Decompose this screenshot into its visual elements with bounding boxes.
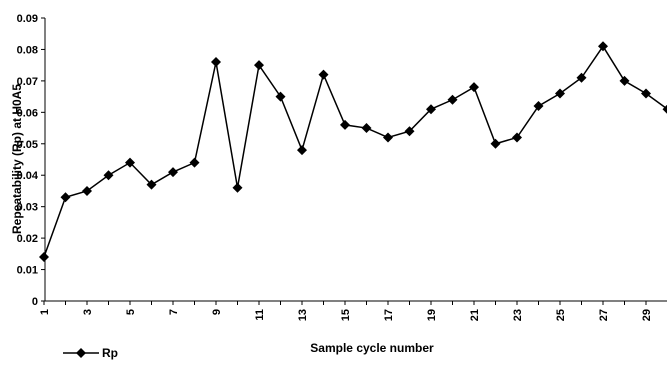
plot-area bbox=[39, 41, 667, 262]
data-point bbox=[576, 72, 587, 83]
x-tick-label: 9 bbox=[211, 309, 223, 315]
x-tick-label: 29 bbox=[641, 309, 653, 321]
data-point bbox=[82, 185, 92, 196]
data-point bbox=[662, 104, 667, 114]
data-point bbox=[275, 91, 286, 102]
data-point bbox=[426, 104, 436, 115]
x-tick-label: 25 bbox=[555, 309, 567, 321]
y-tick-label: 0.06 bbox=[17, 107, 38, 119]
data-point bbox=[641, 88, 651, 99]
y-axis-title: Repeatability (Rp) at H0A5 bbox=[10, 84, 24, 234]
data-point bbox=[340, 119, 350, 130]
x-tick-label: 3 bbox=[82, 309, 94, 315]
data-point bbox=[490, 138, 501, 149]
data-point bbox=[297, 145, 307, 156]
y-tick-label: 0.08 bbox=[17, 44, 38, 56]
data-point bbox=[318, 69, 329, 80]
x-tick-label: 7 bbox=[168, 309, 180, 315]
data-point bbox=[598, 41, 608, 52]
data-point bbox=[555, 88, 565, 99]
x-tick-label: 11 bbox=[254, 309, 266, 321]
x-tick-label: 21 bbox=[469, 309, 481, 321]
y-axis: 0 0.01 0.02 0.03 0.04 0.05 0.06 0.07 0.08 0.09 bbox=[17, 13, 46, 308]
y-tick-label: 0.01 bbox=[17, 265, 38, 277]
data-point bbox=[103, 170, 114, 181]
x-tick-label: 17 bbox=[383, 309, 395, 321]
x-tick-label: 23 bbox=[512, 309, 524, 321]
y-tick-label: 0 bbox=[32, 296, 38, 308]
series-line bbox=[43, 44, 667, 258]
data-point bbox=[447, 94, 458, 105]
x-tick-label: 19 bbox=[426, 309, 438, 321]
x-axis: 1 3 5 7 9 11 13 15 17 19 21 23 25 27 29 bbox=[39, 300, 667, 321]
data-point bbox=[125, 157, 135, 168]
legend: Rp bbox=[63, 346, 118, 360]
data-point bbox=[60, 192, 71, 203]
data-point bbox=[168, 167, 178, 178]
legend-marker bbox=[76, 348, 86, 358]
y-tick-label: 0.07 bbox=[17, 76, 38, 88]
x-tick-label: 5 bbox=[125, 309, 137, 315]
x-tick-label: 27 bbox=[598, 309, 610, 321]
data-point bbox=[469, 82, 479, 93]
x-tick-label: 1 bbox=[39, 309, 51, 315]
y-tick-label: 0.04 bbox=[17, 170, 39, 182]
data-point bbox=[146, 179, 157, 190]
legend-label: Rp bbox=[102, 346, 118, 360]
y-tick-label: 0.09 bbox=[17, 13, 38, 25]
x-axis-title: Sample cycle number bbox=[310, 341, 434, 355]
data-point bbox=[39, 251, 49, 262]
x-tick-label: 15 bbox=[340, 309, 352, 321]
y-tick-label: 0.03 bbox=[17, 202, 38, 214]
data-point bbox=[361, 123, 372, 134]
y-tick-label: 0.02 bbox=[17, 233, 38, 245]
x-tick-label: 13 bbox=[297, 309, 309, 321]
data-point bbox=[189, 157, 200, 168]
data-point bbox=[211, 57, 221, 68]
data-point bbox=[533, 101, 544, 112]
y-tick-label: 0.05 bbox=[17, 139, 38, 151]
data-point bbox=[232, 182, 243, 193]
data-point bbox=[619, 75, 630, 86]
data-point bbox=[512, 132, 522, 143]
data-point bbox=[383, 132, 393, 143]
data-point bbox=[254, 60, 264, 71]
data-point bbox=[404, 126, 415, 137]
